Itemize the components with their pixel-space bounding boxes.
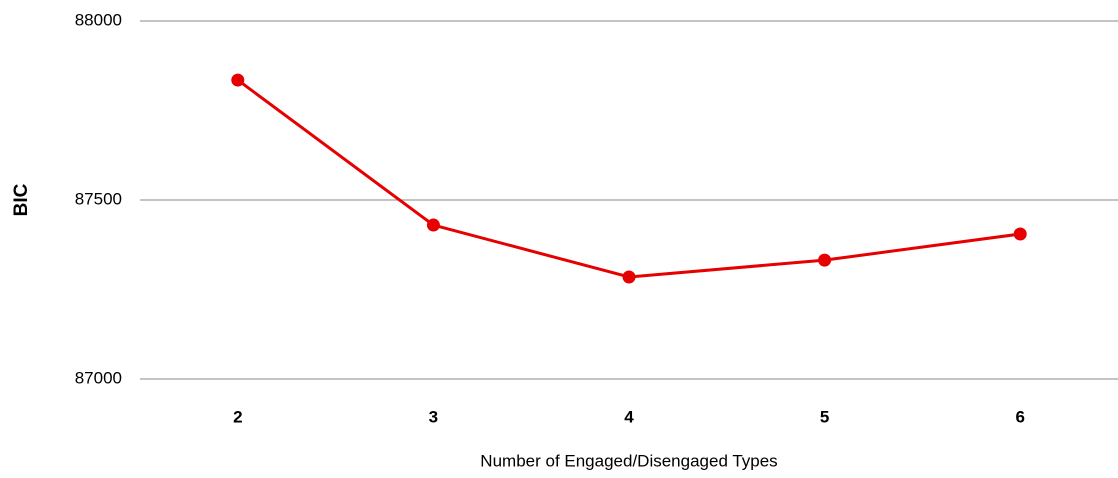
y-tick-label: 88000 — [75, 10, 122, 29]
y-tick-label: 87000 — [75, 368, 122, 387]
point — [818, 253, 832, 267]
point — [426, 218, 440, 232]
point — [622, 270, 636, 284]
series-line — [236, 78, 1021, 279]
x-tick-label: 5 — [820, 407, 829, 426]
x-tick-label: 3 — [429, 407, 438, 426]
y-axis-label: BIC — [11, 183, 32, 216]
x-tick-label: 4 — [624, 407, 634, 426]
x-axis-label: Number of Engaged/Disengaged Types — [480, 451, 777, 470]
y-tick-label: 87500 — [75, 189, 122, 208]
point — [1013, 227, 1027, 241]
x-tick-label: 6 — [1015, 407, 1024, 426]
x-tick-label: 2 — [233, 407, 242, 426]
point — [231, 73, 245, 87]
